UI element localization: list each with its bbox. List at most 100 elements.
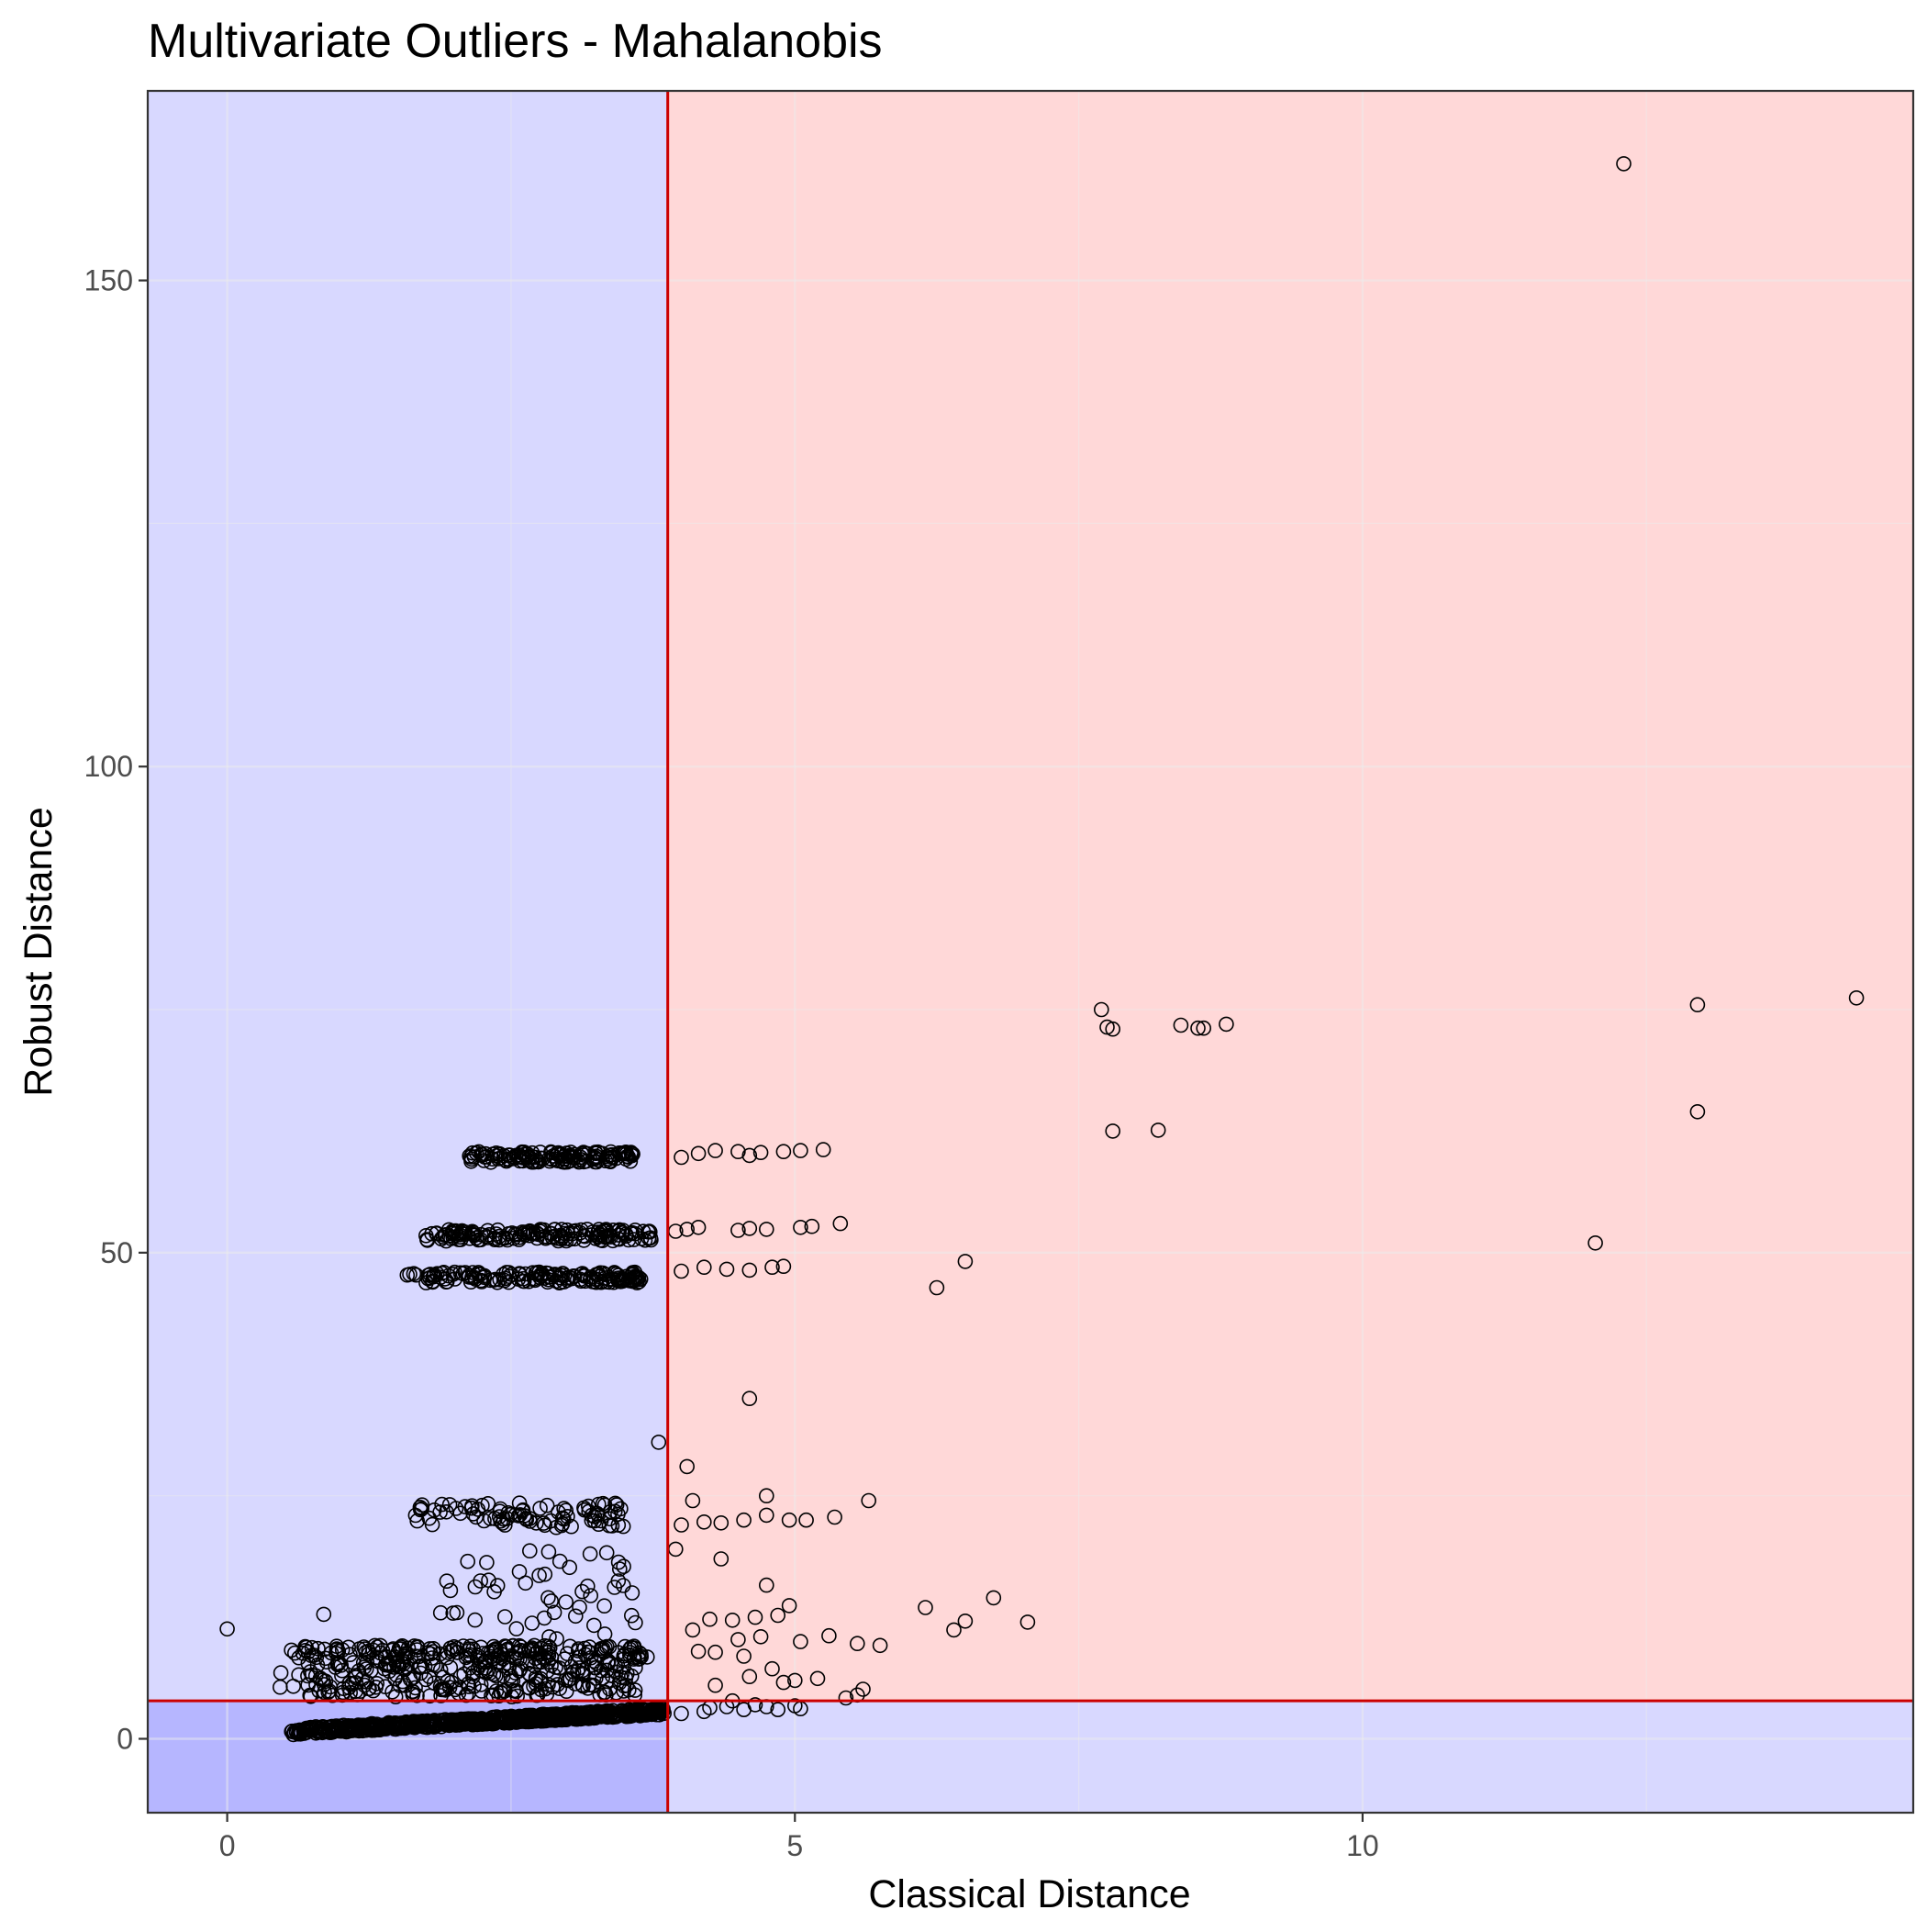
- data-point: [318, 1654, 335, 1670]
- data-point: [596, 1626, 613, 1642]
- x-tick-label: 0: [219, 1829, 236, 1862]
- data-point: [1196, 1020, 1211, 1036]
- data-point: [464, 1498, 480, 1513]
- y-tick-label: 0: [117, 1722, 133, 1755]
- classical-outlier-region: [667, 1701, 1913, 1813]
- data-point: [543, 1225, 560, 1242]
- data-point: [540, 1272, 557, 1288]
- data-point: [946, 1622, 962, 1638]
- data-point: [674, 1263, 689, 1279]
- data-point: [496, 1682, 512, 1699]
- data-point: [481, 1227, 497, 1243]
- data-point: [602, 1511, 618, 1527]
- data-point: [447, 1271, 463, 1287]
- data-point: [1105, 1021, 1120, 1037]
- data-point: [567, 1608, 584, 1625]
- data-point: [764, 1660, 780, 1677]
- data-point: [1094, 1001, 1109, 1018]
- data-point: [707, 1677, 723, 1693]
- panel-border: [146, 89, 1915, 1815]
- data-point: [515, 1502, 531, 1518]
- data-point: [308, 1649, 325, 1666]
- data-point: [490, 1222, 506, 1238]
- data-point: [413, 1718, 429, 1734]
- data-point: [604, 1518, 620, 1534]
- data-point: [409, 1638, 426, 1655]
- data-point: [629, 1270, 645, 1287]
- data-point: [679, 1458, 696, 1475]
- data-point: [503, 1673, 519, 1689]
- data-point: [713, 1515, 730, 1531]
- data-point: [455, 1266, 472, 1281]
- data-point: [586, 1678, 602, 1694]
- data-point: [574, 1145, 590, 1162]
- data-point: [453, 1224, 470, 1241]
- data-point: [407, 1680, 423, 1696]
- data-point: [615, 1223, 631, 1238]
- data-point: [696, 1259, 712, 1275]
- data-point: [284, 1642, 299, 1658]
- data-point: [622, 1708, 639, 1724]
- data-point: [533, 1670, 549, 1687]
- data-point: [338, 1724, 354, 1740]
- data-point: [595, 1145, 610, 1162]
- y-tick-label: 50: [100, 1236, 133, 1269]
- data-point: [957, 1254, 974, 1269]
- data-point: [306, 1647, 322, 1663]
- data-point: [335, 1681, 351, 1696]
- data-point: [292, 1725, 308, 1741]
- data-point: [631, 1705, 647, 1722]
- data-point: [855, 1681, 871, 1697]
- data-point: [786, 1698, 803, 1714]
- data-point: [474, 1497, 490, 1513]
- data-point: [540, 1544, 557, 1559]
- data-point: [1173, 1017, 1189, 1033]
- data-point: [413, 1665, 429, 1681]
- data-point: [302, 1664, 318, 1680]
- data-point: [679, 1222, 696, 1237]
- data-point: [521, 1643, 538, 1659]
- data-point: [616, 1558, 631, 1574]
- data-point: [324, 1687, 340, 1703]
- data-point: [399, 1267, 416, 1283]
- data-point: [448, 1223, 463, 1239]
- data-point: [608, 1497, 625, 1513]
- data-point: [491, 1713, 507, 1728]
- data-point: [382, 1658, 397, 1673]
- x-axis-title: Classical Distance: [868, 1872, 1190, 1916]
- y-tick-label: 100: [84, 750, 133, 783]
- data-point: [525, 1225, 541, 1242]
- data-point: [540, 1707, 555, 1723]
- data-point: [484, 1674, 500, 1691]
- data-point: [533, 1654, 550, 1670]
- data-point: [363, 1715, 380, 1732]
- data-point: [690, 1220, 707, 1235]
- data-point: [804, 1218, 820, 1234]
- data-point: [434, 1681, 450, 1698]
- data-point: [570, 1663, 585, 1679]
- data-point: [525, 1149, 540, 1165]
- data-point: [690, 1145, 707, 1162]
- data-point: [758, 1488, 774, 1503]
- data-point: [598, 1703, 615, 1719]
- data-point: [495, 1668, 511, 1684]
- data-point: [607, 1266, 623, 1281]
- data-point: [626, 1232, 642, 1247]
- data-point: [1848, 990, 1865, 1006]
- data-point: [424, 1516, 440, 1533]
- data-point: [500, 1505, 517, 1521]
- data-point: [442, 1582, 459, 1599]
- data-point: [651, 1435, 667, 1450]
- data-point: [612, 1145, 629, 1161]
- data-point: [540, 1590, 556, 1606]
- data-point: [509, 1688, 526, 1704]
- data-point: [1019, 1614, 1036, 1630]
- y-tick-label: 150: [84, 264, 133, 297]
- data-point: [331, 1721, 347, 1737]
- data-point: [549, 1631, 564, 1647]
- data-point: [543, 1593, 560, 1609]
- data-point: [501, 1268, 518, 1284]
- data-point: [556, 1501, 572, 1516]
- data-point: [396, 1661, 413, 1678]
- data-point: [798, 1512, 814, 1528]
